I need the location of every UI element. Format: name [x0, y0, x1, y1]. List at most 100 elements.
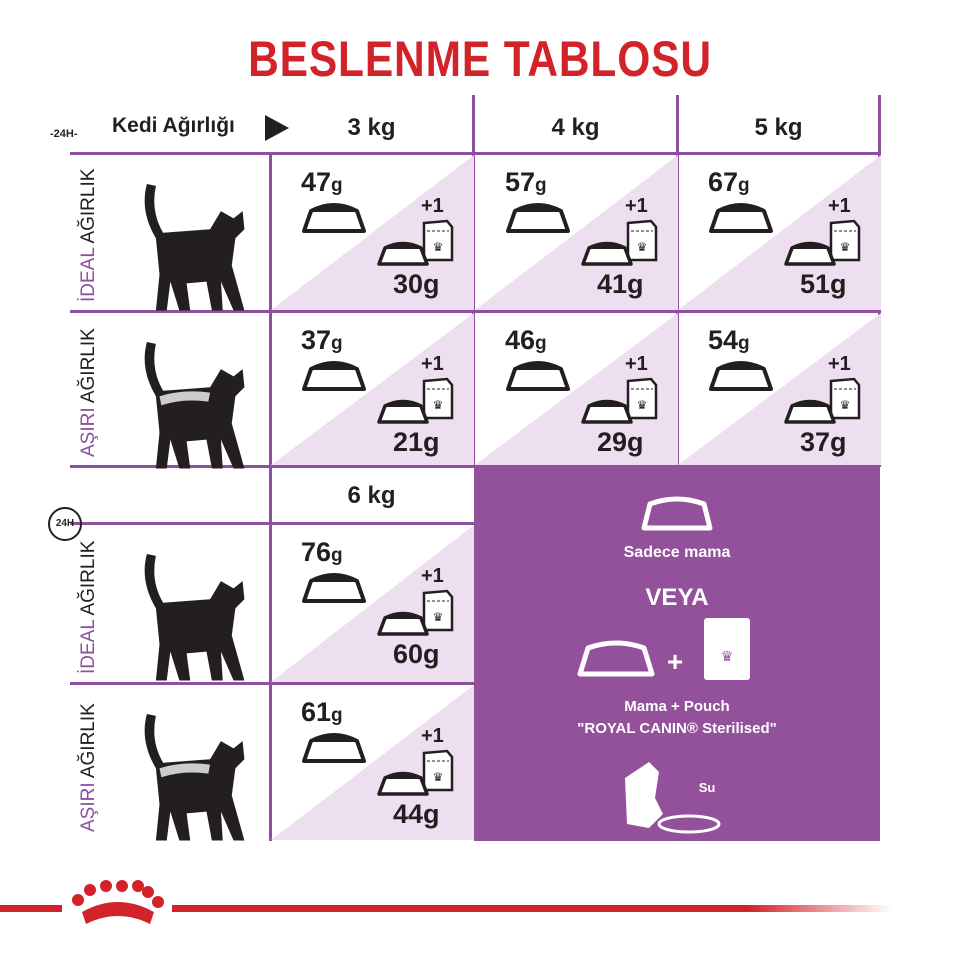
bowl-icon — [506, 203, 570, 233]
feeding-cell: 54g +1 ♛ 37g — [678, 313, 881, 465]
bowl-icon — [506, 361, 570, 391]
cat-silhouette-icon — [144, 184, 245, 311]
row-label-over: AŞIRI AĞIRLIK — [78, 328, 99, 457]
plus-one-label: +1 — [625, 195, 648, 217]
bowl-icon — [581, 399, 633, 424]
mixed-feeding-triangle — [271, 685, 474, 840]
mixed-dry-amount: 30g — [393, 269, 440, 299]
grid-line — [269, 153, 272, 841]
svg-text:♛: ♛ — [637, 240, 648, 254]
plus-one-label: +1 — [421, 565, 444, 587]
feeding-cell: 46g +1 ♛ 29g — [475, 313, 678, 465]
dry-amount: 54g — [708, 325, 750, 355]
dry-amount: 61g — [301, 697, 343, 727]
mixed-dry-amount: 21g — [393, 427, 440, 457]
dry-amount: 76g — [301, 537, 343, 567]
svg-text:♛: ♛ — [433, 240, 444, 254]
mixed-feeding-triangle — [271, 155, 474, 310]
dry-amount: 67g — [708, 167, 750, 197]
svg-text:♛: ♛ — [840, 398, 851, 412]
feeding-cell: 76g +1 ♛ 60g — [271, 525, 474, 682]
crown-icon: ♛ — [720, 648, 734, 664]
divider — [172, 905, 892, 912]
svg-text:♛: ♛ — [840, 240, 851, 254]
mixed-feeding-triangle — [475, 313, 678, 465]
dry-amount: 46g — [505, 325, 547, 355]
mixed-dry-amount: 37g — [800, 427, 847, 457]
grid-line — [70, 522, 475, 525]
plus-one-label: +1 — [421, 725, 444, 747]
plus-one-label: +1 — [625, 353, 648, 375]
feeding-cell: 47g +1 ♛ 30g — [271, 155, 474, 310]
bowl-icon — [784, 399, 836, 424]
royal-canin-crown-logo — [72, 880, 164, 924]
bowl-icon — [377, 241, 429, 266]
bowl-icon — [377, 771, 429, 796]
svg-text:♛: ♛ — [637, 398, 648, 412]
bowl-icon — [581, 241, 633, 266]
row-label-ideal: İDEAL AĞIRLIK — [78, 168, 99, 302]
clock-24h-icon: -24H- — [50, 128, 78, 140]
weight-header-5kg: 5 kg — [754, 114, 803, 141]
grid-line — [70, 310, 880, 313]
only-dry-label: Sadece mama — [623, 544, 731, 561]
plus-sign: + — [666, 646, 684, 677]
bowl-icon — [302, 573, 366, 603]
feeding-cell: 61g +1 ♛ 44g — [271, 685, 474, 840]
mixed-dry-amount: 60g — [393, 639, 440, 669]
bowl-icon — [784, 241, 836, 266]
mixed-dry-amount: 51g — [800, 269, 847, 299]
mix-label: Mama + Pouch — [624, 698, 730, 715]
mixed-dry-amount: 41g — [597, 269, 644, 299]
bowl-icon — [577, 640, 655, 677]
plus-one-label: +1 — [421, 195, 444, 217]
feeding-cell: 57g +1 ♛ 41g — [475, 155, 678, 310]
bowl-icon — [377, 611, 429, 636]
mixed-feeding-triangle — [271, 313, 474, 465]
svg-text:♛: ♛ — [433, 398, 444, 412]
grid-line — [70, 152, 880, 155]
page-title: BESLENME TABLOSU — [248, 31, 712, 87]
cat-silhouette-icon — [144, 342, 245, 469]
weight-label: Kedi Ağırlığı — [112, 114, 235, 137]
bowl-icon — [302, 203, 366, 233]
mix-product-label: "ROYAL CANIN® Sterilised" — [577, 720, 777, 737]
cat-drinking-water-icon — [625, 762, 721, 834]
pouch-icon: ♛ — [422, 749, 454, 792]
dry-amount: 57g — [505, 167, 547, 197]
cat-silhouette-icon — [144, 554, 245, 681]
bowl-icon — [302, 361, 366, 391]
plus-one-label: +1 — [828, 353, 851, 375]
clock-24h-icon: 24H — [48, 507, 82, 541]
mixed-dry-amount: 44g — [393, 799, 440, 829]
mixed-feeding-triangle — [475, 155, 678, 310]
row-label-ideal: İDEAL AĞIRLIK — [78, 540, 99, 674]
dry-amount: 37g — [301, 325, 343, 355]
cat-silhouette-icon — [144, 714, 245, 841]
weight-header-6kg: 6 kg — [347, 482, 396, 509]
arrow-right-icon — [265, 115, 289, 141]
or-label: VEYA — [645, 584, 709, 611]
grid-line — [70, 682, 475, 685]
bowl-icon — [377, 399, 429, 424]
feeding-cell: 67g +1 ♛ 51g — [678, 155, 881, 310]
dry-amount: 47g — [301, 167, 343, 197]
feeding-cell: 37g +1 ♛ 21g — [271, 313, 474, 465]
plus-one-label: +1 — [828, 195, 851, 217]
row-label-over: AŞIRI AĞIRLIK — [78, 703, 99, 832]
svg-text:♛: ♛ — [433, 770, 444, 784]
water-label: Su — [698, 780, 716, 795]
pouch-icon: ♛ — [704, 618, 750, 680]
mixed-dry-amount: 29g — [597, 427, 644, 457]
bowl-icon — [709, 361, 773, 391]
mixed-feeding-triangle — [271, 525, 474, 682]
plus-one-label: +1 — [421, 353, 444, 375]
weight-header-4kg: 4 kg — [551, 114, 600, 141]
mixed-feeding-triangle — [678, 313, 881, 465]
weight-header-3kg: 3 kg — [347, 114, 396, 141]
bowl-icon — [709, 203, 773, 233]
divider — [0, 905, 62, 912]
legend-panel: Sadece mama VEYA + ♛ Mama + Pouch "ROYAL… — [474, 466, 880, 841]
svg-text:♛: ♛ — [433, 610, 444, 624]
bowl-icon — [302, 733, 366, 763]
